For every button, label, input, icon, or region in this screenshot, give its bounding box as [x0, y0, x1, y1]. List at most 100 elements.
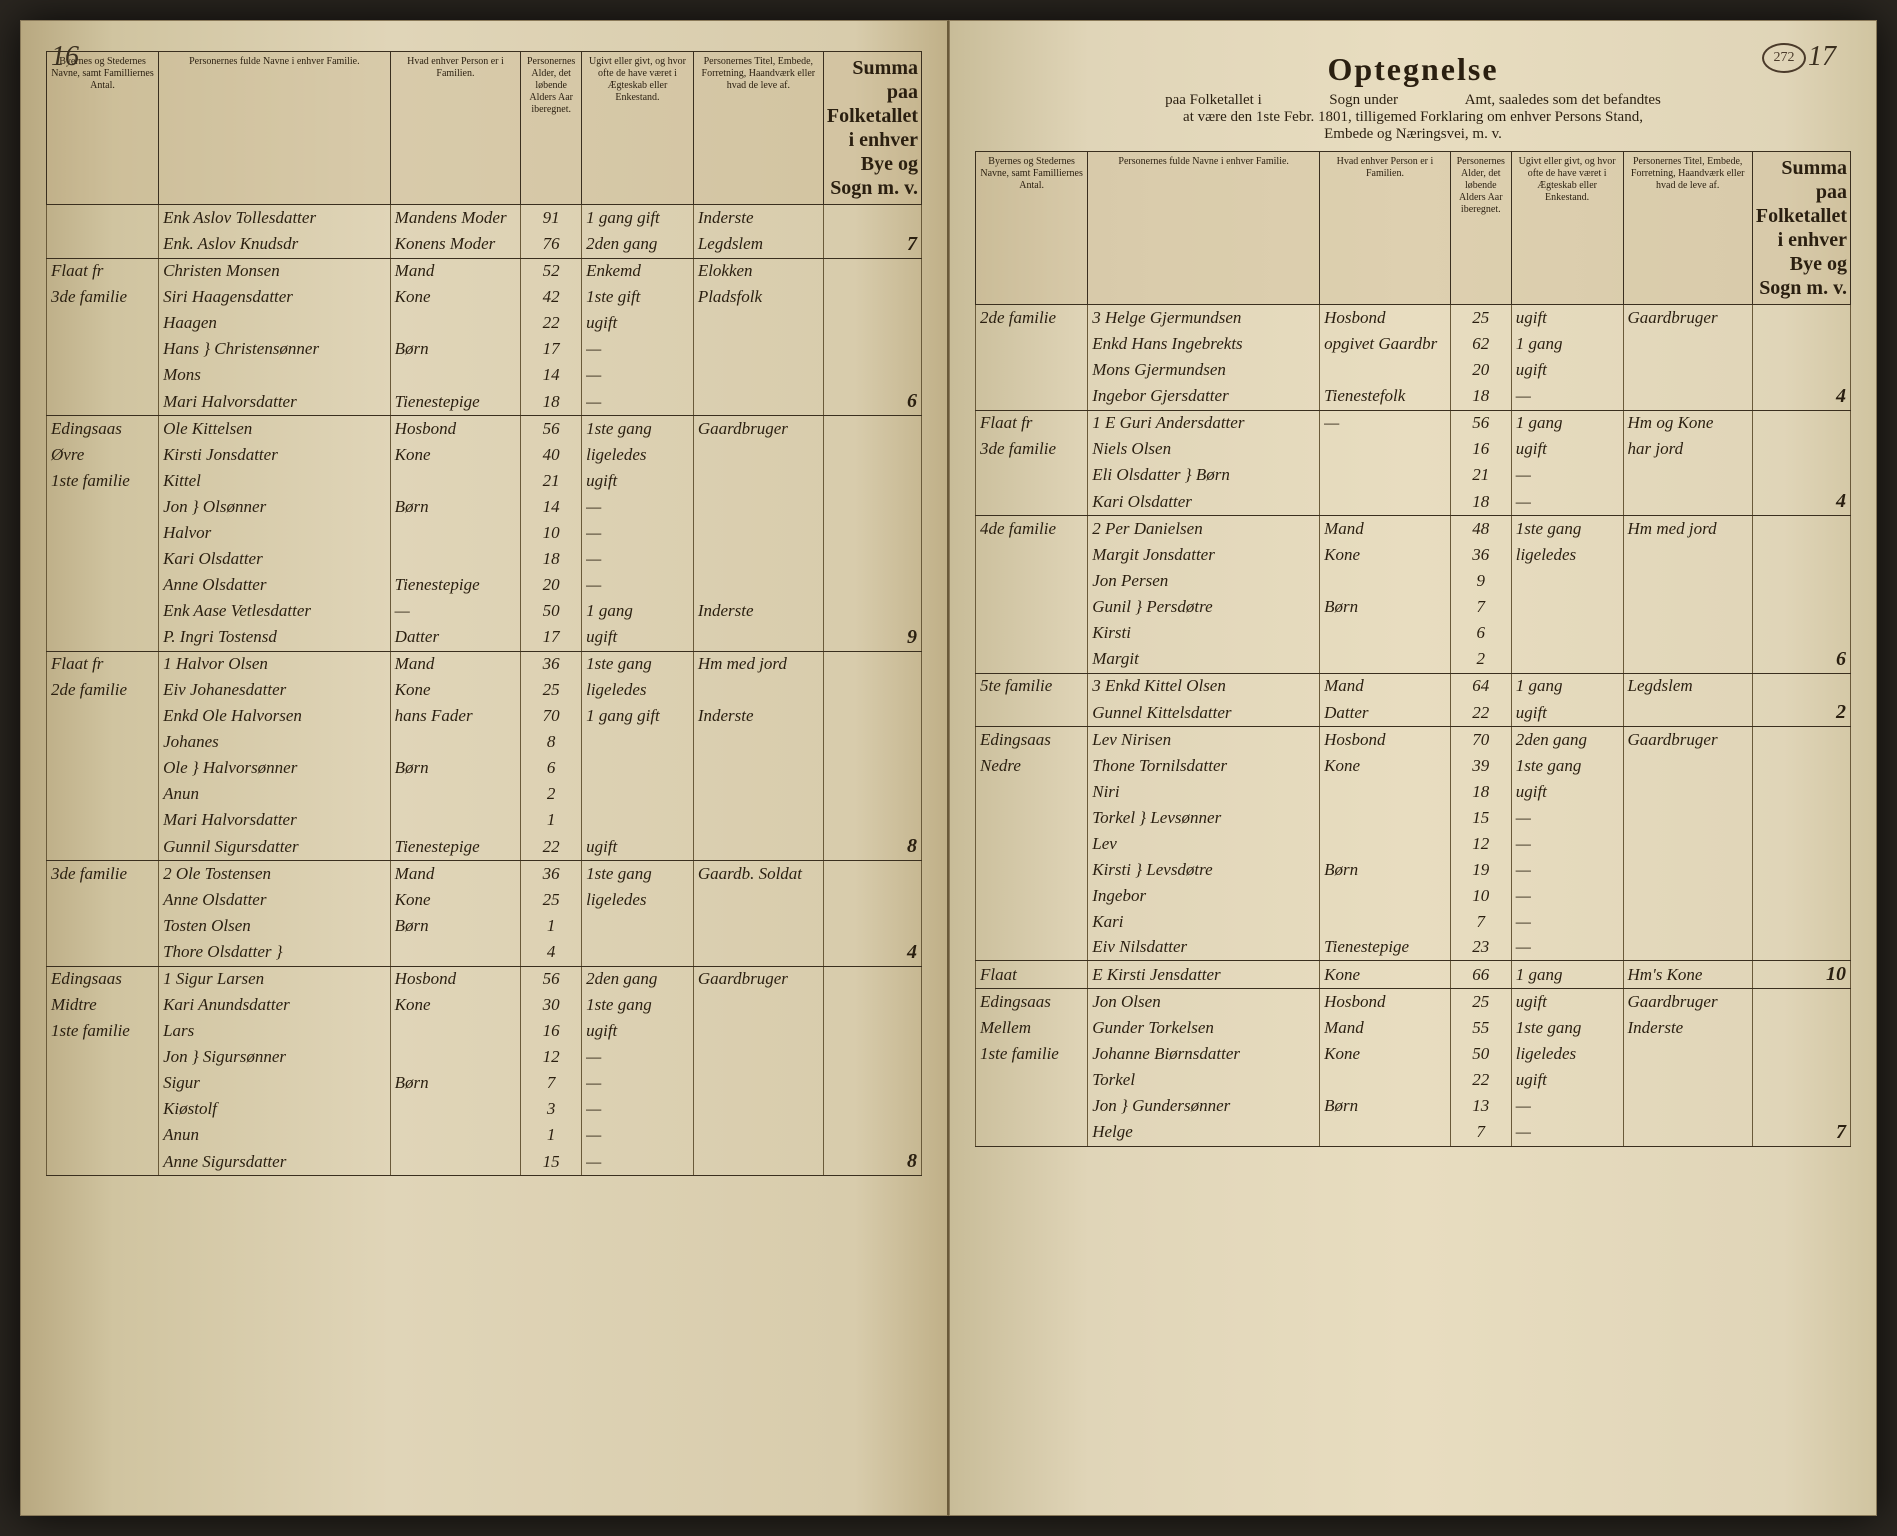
cell-c1: Øvre — [47, 442, 159, 468]
table-row: Ingebor10— — [976, 883, 1851, 909]
table-row: 2de familieEiv JohanesdatterKone25ligele… — [47, 677, 922, 703]
table-row: Flaat fr1 Halvor OlsenMand361ste gangHm … — [47, 651, 922, 677]
cell-c2: P. Ingri Tostensd — [159, 624, 391, 652]
cell-c7 — [1752, 436, 1850, 462]
cell-c5: — — [582, 572, 694, 598]
col-name: Personernes fulde Navne i enhver Familie… — [1088, 152, 1320, 305]
cell-c7 — [823, 729, 921, 755]
cell-c3: Mand — [1320, 516, 1451, 542]
cell-c2: Mari Halvorsdatter — [159, 388, 391, 416]
cell-c1: Flaat fr — [47, 258, 159, 284]
table-row: Gunnil SigursdatterTienestepige22ugift8 — [47, 833, 922, 861]
cell-c1 — [47, 205, 159, 231]
cell-c4: 13 — [1450, 1093, 1511, 1119]
table-row: 5te familie3 Enkd Kittel OlsenMand641 ga… — [976, 673, 1851, 699]
cell-c3 — [1320, 488, 1451, 516]
cell-c7 — [823, 442, 921, 468]
cell-c2: Gunnil Sigursdatter — [159, 833, 391, 861]
cell-c5: — — [582, 1070, 694, 1096]
table-row: MidtreKari AnundsdatterKone301ste gang — [47, 992, 922, 1018]
cell-c6 — [1623, 594, 1752, 620]
cell-c2: Kittel — [159, 468, 391, 494]
cell-c1 — [47, 1122, 159, 1148]
table-row: ØvreKirsti JonsdatterKone40ligeledes — [47, 442, 922, 468]
cell-c7 — [823, 781, 921, 807]
cell-c1 — [976, 383, 1088, 411]
cell-c2: Torkel — [1088, 1067, 1320, 1093]
cell-c4: 16 — [521, 1018, 582, 1044]
cell-c4: 14 — [521, 494, 582, 520]
cell-c6 — [693, 546, 823, 572]
table-body-right: 2de familie3 Helge GjermundsenHosbond25u… — [976, 305, 1851, 1147]
cell-c3: Tienestepige — [1320, 935, 1451, 961]
cell-c7: 8 — [823, 833, 921, 861]
cell-c2: Anne Olsdatter — [159, 887, 391, 913]
cell-c7 — [823, 1096, 921, 1122]
cell-c2: Tosten Olsen — [159, 913, 391, 939]
cell-c7 — [1752, 909, 1850, 935]
cell-c5: ligeledes — [1511, 542, 1623, 568]
cell-c3: hans Fader — [390, 703, 521, 729]
table-row: P. Ingri TostensdDatter17ugift9 — [47, 624, 922, 652]
col-occupation: Personernes Titel, Embede, Forretning, H… — [1623, 152, 1752, 305]
cell-c4: 56 — [1450, 410, 1511, 436]
cell-c7 — [1752, 673, 1850, 699]
header-title: Optegnelse — [975, 51, 1851, 88]
table-row: Enk Aase Vetlesdatter—501 gangInderste — [47, 598, 922, 624]
table-row: 1ste familieJohanne BiørnsdatterKone50li… — [976, 1041, 1851, 1067]
page-number-left: 16 — [51, 41, 79, 73]
cell-c5 — [1511, 646, 1623, 674]
cell-c1 — [976, 620, 1088, 646]
cell-c3 — [390, 1018, 521, 1044]
cell-c1 — [47, 494, 159, 520]
cell-c6 — [1623, 357, 1752, 383]
cell-c6: Inderste — [1623, 1015, 1752, 1041]
cell-c1 — [47, 913, 159, 939]
cell-c1 — [976, 331, 1088, 357]
cell-c6 — [693, 1070, 823, 1096]
cell-c1: Midtre — [47, 992, 159, 1018]
cell-c4: 1 — [521, 807, 582, 833]
cell-c6 — [1623, 620, 1752, 646]
cell-c6 — [1623, 542, 1752, 568]
cell-c5: — — [582, 1122, 694, 1148]
cell-c7: 9 — [823, 624, 921, 652]
cell-c7 — [1752, 1041, 1850, 1067]
cell-c1 — [976, 568, 1088, 594]
cell-c4: 52 — [521, 258, 582, 284]
cell-c3: Kone — [390, 887, 521, 913]
cell-c4: 20 — [521, 572, 582, 598]
table-row: Lev12— — [976, 831, 1851, 857]
cell-c7 — [823, 546, 921, 572]
cell-c3 — [1320, 883, 1451, 909]
cell-c7 — [1752, 883, 1850, 909]
cell-c2: Anun — [159, 781, 391, 807]
cell-c4: 7 — [1450, 1119, 1511, 1147]
cell-c5: 2den gang — [582, 966, 694, 992]
cell-c5: — — [582, 362, 694, 388]
table-row: 1ste familieKittel21ugift — [47, 468, 922, 494]
cell-c6 — [1623, 935, 1752, 961]
cell-c5: — — [582, 1148, 694, 1176]
table-row: Thore Olsdatter }44 — [47, 939, 922, 967]
cell-c1 — [47, 1044, 159, 1070]
cell-c2: Eli Olsdatter } Børn — [1088, 462, 1320, 488]
header-l1-right: Amt, saaledes som det befandtes — [1465, 92, 1661, 108]
cell-c2: Ingebor — [1088, 883, 1320, 909]
cell-c6 — [1623, 568, 1752, 594]
cell-c6 — [1623, 462, 1752, 488]
cell-c7 — [823, 755, 921, 781]
cell-c5: 1 gang gift — [582, 205, 694, 231]
cell-c7 — [823, 205, 921, 231]
cell-c1 — [976, 883, 1088, 909]
cell-c2: 2 Per Danielsen — [1088, 516, 1320, 542]
cell-c1: 4de familie — [976, 516, 1088, 542]
cell-c6: Gaardbruger — [693, 966, 823, 992]
cell-c6 — [1623, 1119, 1752, 1147]
cell-c5: 1ste gang — [1511, 516, 1623, 542]
cell-c4: 2 — [521, 781, 582, 807]
table-row: Kirsti } LevsdøtreBørn19— — [976, 857, 1851, 883]
cell-c1: 2de familie — [976, 305, 1088, 331]
cell-c1 — [47, 833, 159, 861]
cell-c6 — [693, 755, 823, 781]
